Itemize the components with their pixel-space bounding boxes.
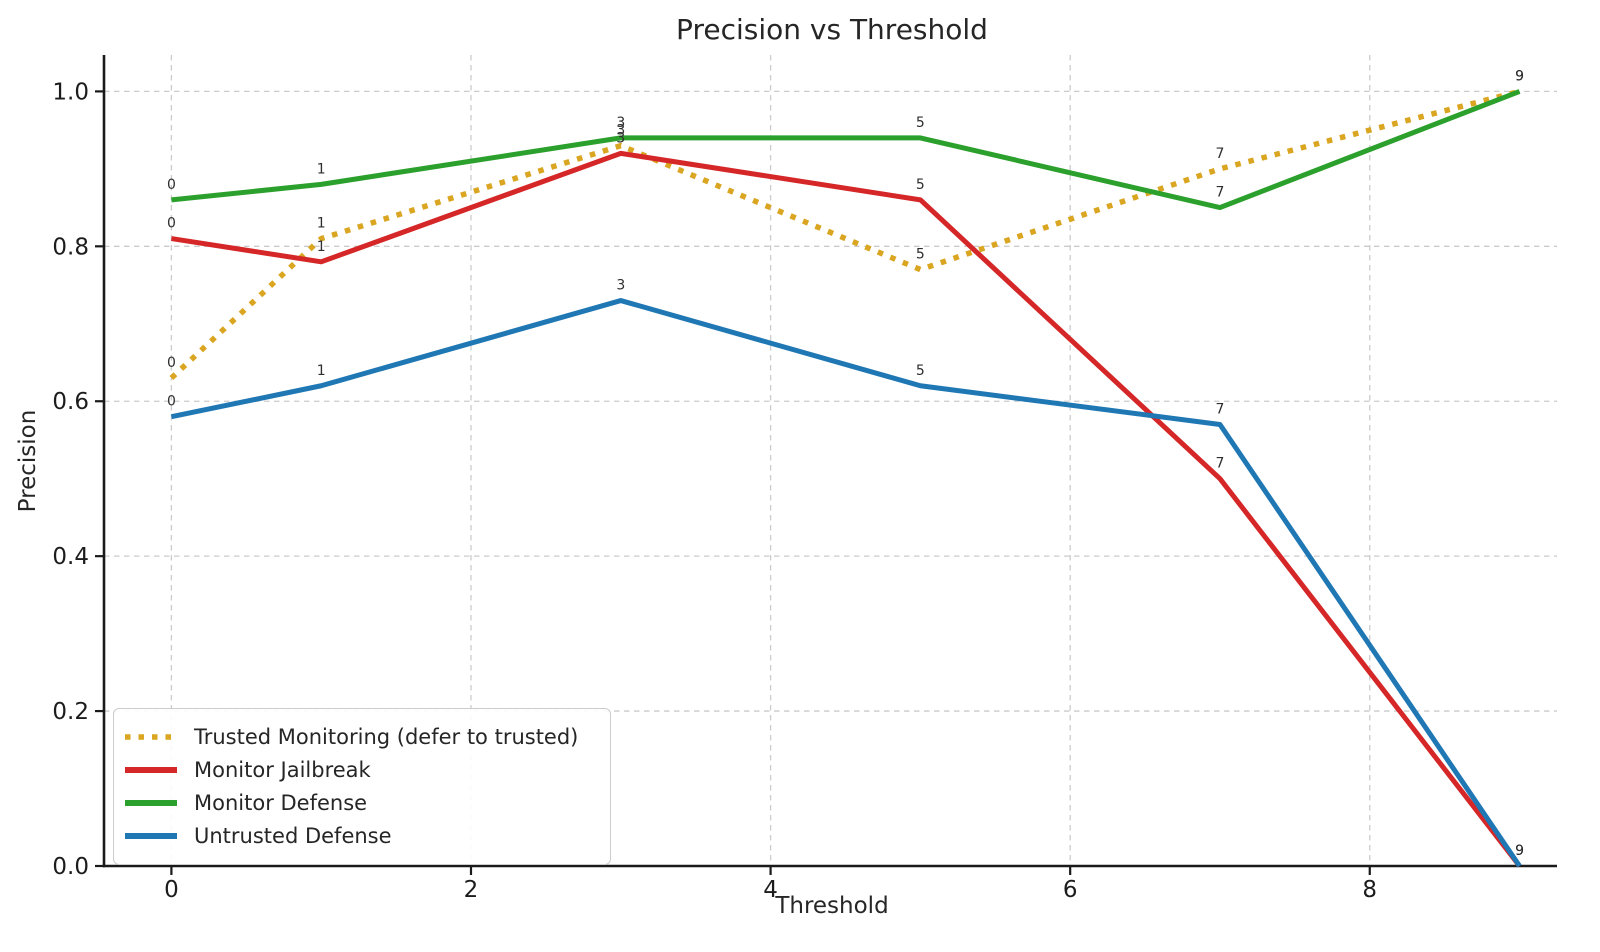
point-label: 5: [916, 363, 925, 379]
legend-swatch-trusted-monitoring: [125, 733, 177, 740]
axis-ticks: 0 2 4 6 8 0.0 0.2 0.4 0.6 0.8 1.0: [52, 79, 1377, 903]
y-tick-label: 1.0: [52, 79, 89, 105]
point-label: 7: [1216, 185, 1225, 201]
chart-title: Precision vs Threshold: [676, 13, 988, 46]
y-tick-label: 0.0: [52, 854, 89, 880]
x-tick-label: 2: [464, 877, 479, 903]
legend-item: Trusted Monitoring (defer to trusted): [124, 720, 596, 753]
axes-spines: [102, 55, 1557, 868]
x-axis-label: Threshold: [775, 893, 889, 919]
legend-swatch-untrusted-defense: [125, 832, 177, 839]
point-label: 3: [616, 278, 625, 294]
point-label: 9: [1515, 843, 1524, 859]
point-label: 1: [317, 239, 326, 255]
y-tick-label: 0.8: [52, 234, 89, 260]
legend-label: Untrusted Defense: [194, 823, 392, 848]
legend-item: Monitor Defense: [124, 786, 596, 819]
legend-label: Monitor Jailbreak: [194, 757, 371, 782]
point-label: 5: [916, 115, 925, 131]
legend-swatch-monitor-defense: [125, 799, 177, 806]
series-line-monitor-defense: [171, 89, 1521, 211]
x-tick-label: 8: [1362, 877, 1377, 903]
point-label: 1: [317, 216, 326, 232]
series-line-trusted-monitoring-defer-to-trusted: [169, 88, 1521, 381]
point-label: 7: [1216, 401, 1225, 417]
point-label: 0: [167, 394, 176, 410]
point-label: 3: [616, 130, 625, 146]
y-tick-label: 0.4: [52, 544, 89, 570]
point-label: 0: [167, 355, 176, 371]
point-label: 1: [317, 363, 326, 379]
point-label: 9: [1515, 843, 1524, 859]
point-label: 3: [616, 123, 625, 139]
point-label: 1: [317, 161, 326, 177]
legend-item: Untrusted Defense: [124, 819, 596, 852]
point-label: 9: [1515, 68, 1524, 84]
y-tick-label: 0.6: [52, 389, 89, 415]
series-line-untrusted-defense: [170, 298, 1522, 868]
point-label: 3: [616, 115, 625, 131]
point-label: 7: [1216, 456, 1225, 472]
point-label: 7: [1216, 146, 1225, 162]
x-tick-label: 6: [1063, 877, 1078, 903]
legend-label: Monitor Defense: [194, 790, 368, 815]
legend-item: Monitor Jailbreak: [124, 753, 596, 786]
point-label: 0: [167, 177, 176, 193]
point-label: 5: [916, 247, 925, 263]
point-label: 0: [167, 216, 176, 232]
legend-label: Trusted Monitoring (defer to trusted): [194, 724, 579, 749]
x-tick-label: 0: [164, 877, 179, 903]
point-label: 5: [916, 177, 925, 193]
legend: Trusted Monitoring (defer to trusted) Mo…: [113, 708, 611, 865]
y-axis-label: Precision: [15, 409, 41, 513]
x-tick-label: 4: [763, 877, 778, 903]
point-label: 9: [1515, 68, 1524, 84]
legend-swatch-monitor-jailbreak: [125, 766, 177, 773]
y-tick-label: 0.2: [52, 699, 89, 725]
series-line-monitor-jailbreak: [171, 150, 1522, 868]
